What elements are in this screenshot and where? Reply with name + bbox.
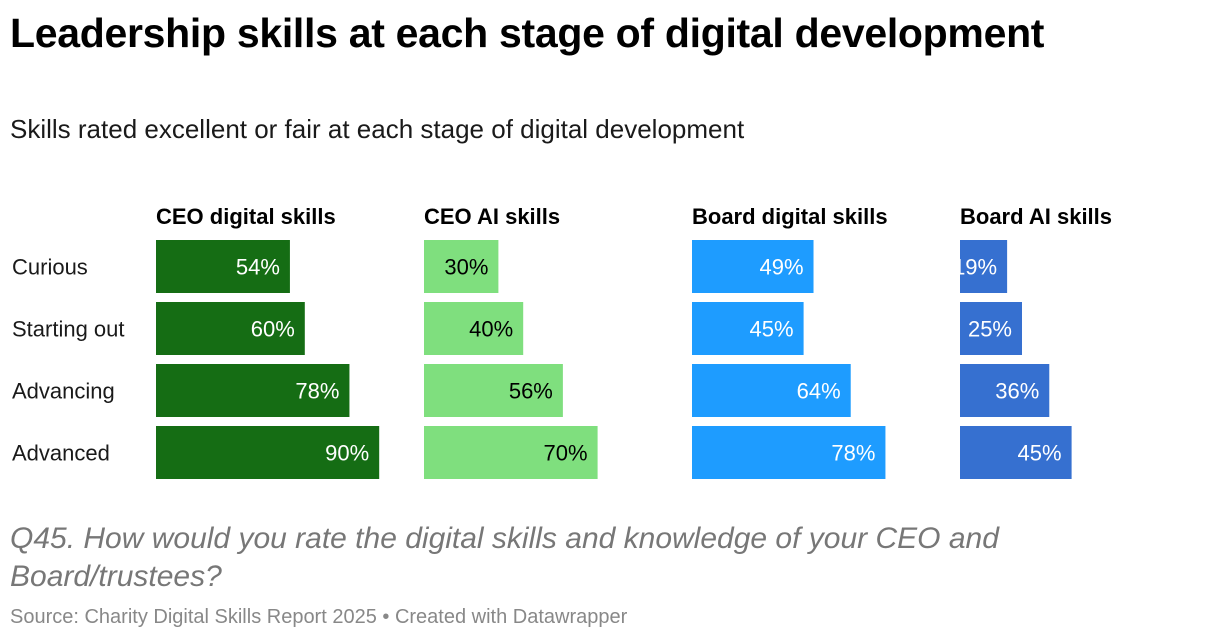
survey-question-note: Q45. How would you rate the digital skil…: [10, 522, 999, 593]
panel-header: CEO digital skills: [156, 204, 336, 229]
bar-value-label: 25%: [968, 317, 1012, 342]
bar: [692, 302, 804, 355]
bar: [692, 240, 814, 293]
category-label: Advanced: [12, 441, 110, 466]
bar-value-label: 60%: [251, 317, 295, 342]
bar-value-label: 19%: [953, 255, 997, 280]
bar-value-label: 30%: [444, 255, 488, 280]
source-credit: Source: Charity Digital Skills Report 20…: [10, 606, 628, 628]
bar-value-label: 64%: [797, 379, 841, 404]
bar-value-label: 36%: [995, 379, 1039, 404]
chart-subtitle: Skills rated excellent or fair at each s…: [10, 114, 745, 144]
bar-value-label: 45%: [750, 317, 794, 342]
bar: [424, 364, 563, 417]
bar: [960, 364, 1050, 417]
bar: [424, 240, 499, 293]
bar: [424, 426, 598, 479]
category-label: Curious: [12, 255, 88, 280]
chart-area: Curious Starting out Advancing Advanced CEO …: [12, 204, 1112, 479]
bar-value-label: 40%: [469, 317, 513, 342]
bar-value-label: 78%: [831, 441, 875, 466]
panel-header: CEO AI skills: [424, 204, 560, 229]
category-label: Advancing: [12, 379, 115, 404]
chart-title: Leadership skills at each stage of digit…: [10, 10, 1045, 56]
bar-value-label: 90%: [325, 441, 369, 466]
bar: [960, 302, 1022, 355]
panel-header: Board AI skills: [960, 204, 1112, 229]
bar: [156, 302, 305, 355]
bar: [424, 302, 524, 355]
bar-value-label: 70%: [544, 441, 588, 466]
bar-value-label: 49%: [759, 255, 803, 280]
bar-value-label: 45%: [1018, 441, 1062, 466]
bar-value-label: 54%: [236, 255, 280, 280]
bar: [960, 426, 1072, 479]
bar: [692, 364, 851, 417]
bar: [156, 364, 350, 417]
bar: [692, 426, 886, 479]
bar-value-label: 78%: [295, 379, 339, 404]
bar: [156, 426, 380, 479]
panel-header: Board digital skills: [692, 204, 888, 229]
category-label: Starting out: [12, 317, 125, 342]
bar: [156, 240, 290, 293]
bar: [960, 240, 1008, 293]
bar-value-label: 56%: [509, 379, 553, 404]
